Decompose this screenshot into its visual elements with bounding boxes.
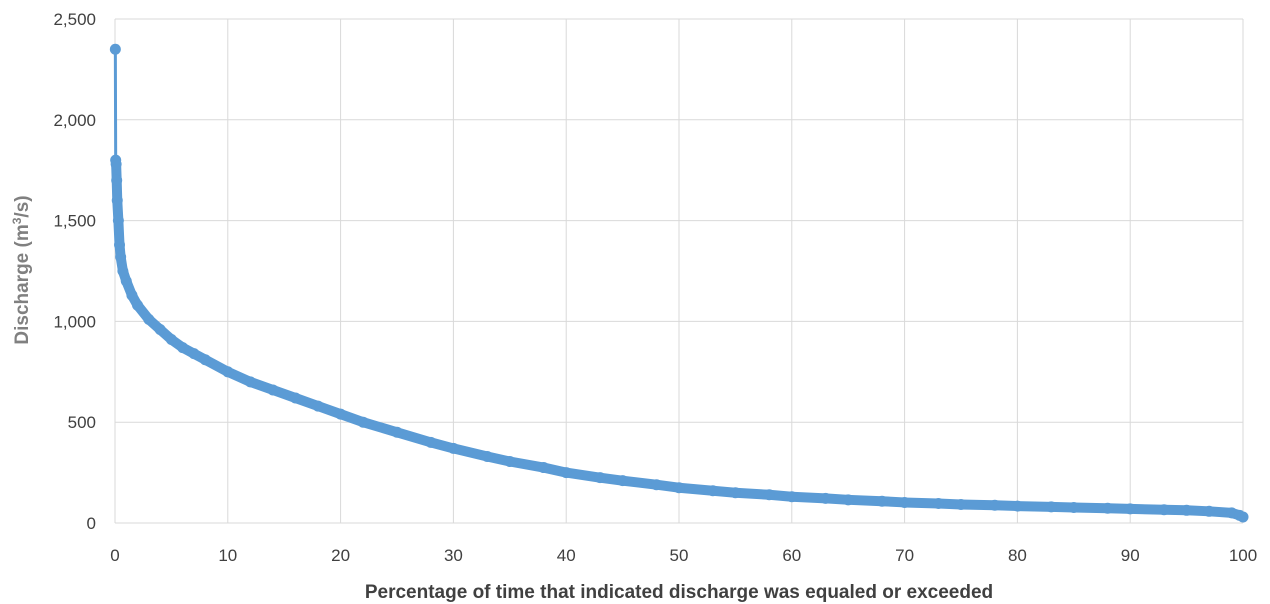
x-tick-label: 100 <box>1229 546 1257 565</box>
data-point <box>115 251 127 263</box>
data-point <box>188 348 200 360</box>
x-tick-label: 30 <box>444 546 463 565</box>
data-point <box>110 158 122 170</box>
y-axis-tick-labels: 0 500 1,000 1,500 2,000 2,500 <box>53 10 96 533</box>
data-point <box>955 498 967 510</box>
y-tick-label: 2,500 <box>53 10 96 29</box>
data-point <box>109 43 121 55</box>
x-tick-label: 40 <box>557 546 576 565</box>
data-point <box>1045 501 1057 513</box>
data-point <box>707 485 719 497</box>
data-point <box>165 334 177 346</box>
x-tick-label: 70 <box>895 546 914 565</box>
data-point <box>932 497 944 509</box>
x-tick-label: 60 <box>782 546 801 565</box>
data-point <box>594 472 606 484</box>
data-point <box>312 400 324 412</box>
data-point <box>132 299 144 311</box>
data-point <box>391 426 403 438</box>
data-point <box>267 384 279 396</box>
y-tick-label: 1,500 <box>53 212 96 231</box>
data-point <box>617 475 629 487</box>
y-axis-title-main: Discharge (m <box>12 224 33 344</box>
data-point <box>481 450 493 462</box>
data-point <box>1068 501 1080 513</box>
x-axis-title: Percentage of time that indicated discha… <box>365 582 993 603</box>
data-point <box>447 442 459 454</box>
data-point <box>1102 502 1114 514</box>
data-point <box>1181 504 1193 516</box>
data-point <box>763 489 775 501</box>
data-point <box>1011 500 1023 512</box>
data-point <box>120 275 132 287</box>
data-point <box>335 408 347 420</box>
y-tick-label: 500 <box>68 413 96 432</box>
x-tick-label: 90 <box>1121 546 1140 565</box>
data-point <box>357 416 369 428</box>
data-point <box>143 313 155 325</box>
x-tick-label: 0 <box>110 546 119 565</box>
data-point <box>538 462 550 474</box>
data-point <box>729 487 741 499</box>
data-point <box>1124 503 1136 515</box>
data-point <box>1203 505 1215 517</box>
data-point <box>199 354 211 366</box>
data-point <box>842 494 854 506</box>
data-point <box>177 342 189 354</box>
data-point <box>876 495 888 507</box>
y-tick-label: 0 <box>87 514 96 533</box>
data-point <box>117 265 129 277</box>
x-tick-label: 50 <box>670 546 689 565</box>
data-point <box>289 392 301 404</box>
data-point <box>222 366 234 378</box>
y-axis-title-superscript: 3 <box>10 217 24 224</box>
data-point <box>989 499 1001 511</box>
data-point <box>112 215 124 227</box>
data-point <box>111 194 123 206</box>
data-point <box>650 479 662 491</box>
x-tick-label: 20 <box>331 546 350 565</box>
discharge-series <box>109 43 1249 523</box>
data-point <box>673 482 685 494</box>
data-point <box>114 239 126 251</box>
y-tick-label: 2,000 <box>53 111 96 130</box>
data-point <box>786 491 798 503</box>
data-point <box>126 289 138 301</box>
data-point <box>154 323 166 335</box>
data-point <box>244 376 256 388</box>
data-point <box>1158 504 1170 516</box>
x-tick-label: 80 <box>1008 546 1027 565</box>
y-axis-title-end: /s) <box>12 195 33 217</box>
y-axis-title: Discharge (m3/s) <box>10 195 33 344</box>
x-tick-label: 10 <box>218 546 237 565</box>
data-point <box>899 496 911 508</box>
x-axis-tick-labels: 0 10 20 30 40 50 60 70 80 90 100 <box>110 546 1257 565</box>
data-point <box>425 436 437 448</box>
grid-lines <box>114 18 1244 524</box>
y-tick-label: 1,000 <box>53 312 96 331</box>
data-point <box>111 174 123 186</box>
data-point <box>504 456 516 468</box>
data-point <box>820 492 832 504</box>
data-point <box>1237 511 1249 523</box>
data-point <box>560 467 572 479</box>
